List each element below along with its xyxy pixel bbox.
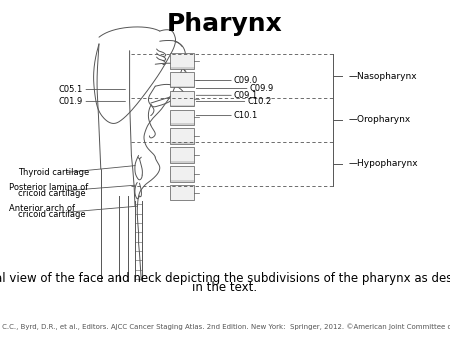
FancyBboxPatch shape (170, 72, 194, 88)
FancyBboxPatch shape (170, 147, 194, 163)
Text: Thyroid cartilage: Thyroid cartilage (18, 168, 89, 177)
FancyBboxPatch shape (170, 110, 194, 125)
Text: —Nasopharynx: —Nasopharynx (349, 72, 418, 80)
Text: C09.1: C09.1 (234, 91, 258, 100)
Text: C10.2: C10.2 (248, 97, 272, 106)
Text: in the text.: in the text. (193, 281, 257, 294)
Text: cricoid cartilage: cricoid cartilage (18, 210, 86, 219)
Text: Compton, C.C., Byrd, D.R., et al., Editors. AJCC Cancer Staging Atlas. 2nd Editi: Compton, C.C., Byrd, D.R., et al., Edito… (0, 323, 450, 330)
Text: Anterior arch of: Anterior arch of (9, 204, 75, 213)
Text: C01.9: C01.9 (58, 97, 83, 106)
FancyBboxPatch shape (170, 166, 194, 182)
FancyBboxPatch shape (170, 91, 194, 106)
Text: C09.9: C09.9 (250, 84, 274, 93)
Text: C05.1: C05.1 (58, 85, 83, 94)
Text: Pharynx: Pharynx (167, 12, 283, 36)
Text: C09.0: C09.0 (234, 76, 258, 85)
Text: cricoid cartilage: cricoid cartilage (18, 189, 86, 198)
FancyBboxPatch shape (170, 53, 194, 69)
Text: —Hypopharynx: —Hypopharynx (349, 160, 418, 168)
FancyBboxPatch shape (170, 128, 194, 144)
Text: Posterior lamina of: Posterior lamina of (9, 183, 88, 192)
Text: —Oropharynx: —Oropharynx (349, 116, 411, 124)
Text: C10.1: C10.1 (234, 111, 258, 120)
FancyBboxPatch shape (170, 185, 194, 200)
Text: Sagittal view of the face and neck depicting the subdivisions of the pharynx as : Sagittal view of the face and neck depic… (0, 272, 450, 285)
